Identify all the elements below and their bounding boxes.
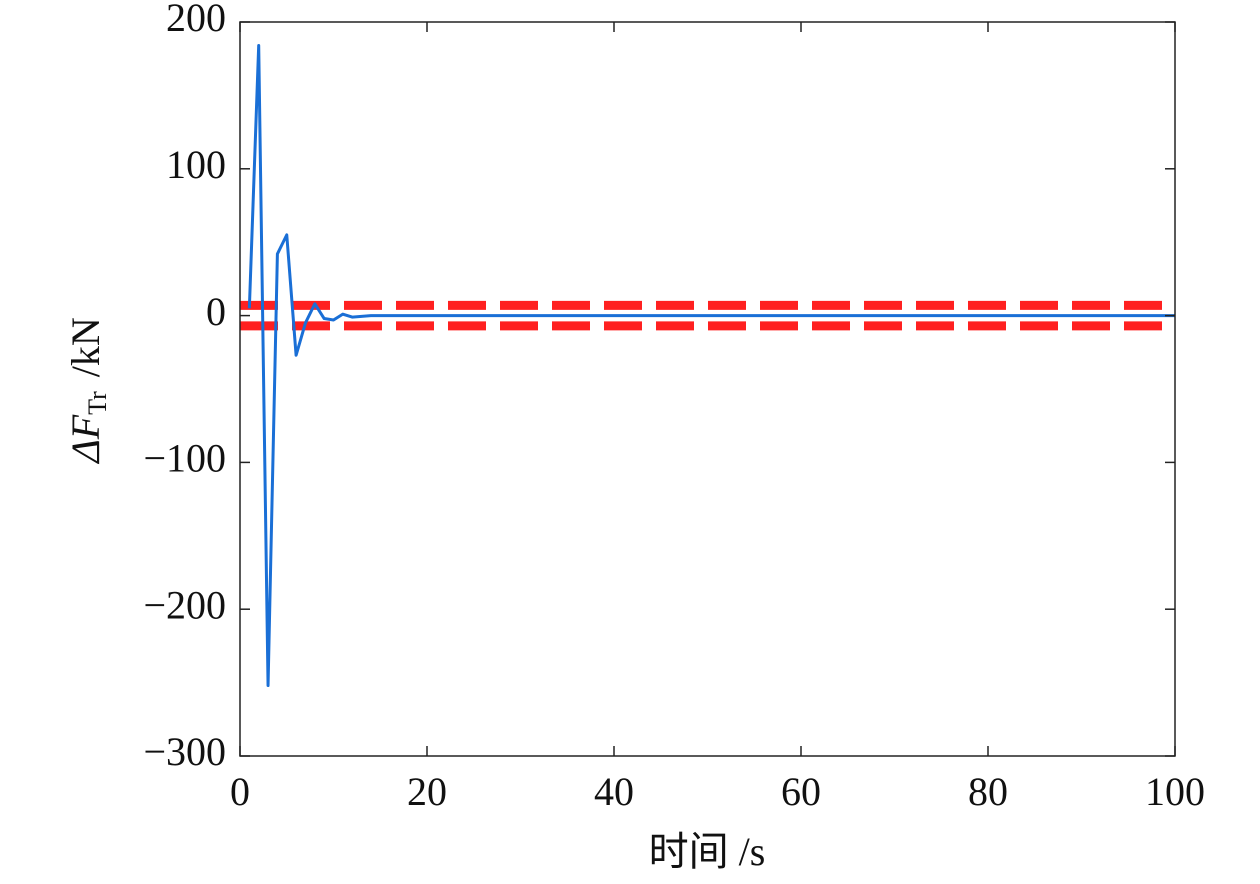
x-axis-label: 时间 /s [649,829,766,874]
y-tick-label: −300 [143,729,226,774]
y-label-main: ΔF [63,414,108,464]
y-axis-label: ΔFTr/kN [63,317,112,465]
plot-frame [239,21,1176,757]
x-tick-label: 20 [407,769,447,814]
y-tick-label: −200 [143,582,226,627]
x-tick-label: 80 [968,769,1008,814]
y-tick-label: 200 [166,0,226,40]
x-tick-label: 0 [230,769,250,814]
x-tick-label: 40 [594,769,634,814]
y-label-unit: /kN [63,317,108,377]
x-tick-label: 100 [1145,769,1205,814]
y-axis-label-text: ΔFTr/kN [63,317,112,465]
y-tick-label: 100 [166,142,226,187]
y-label-sub: Tr [83,391,112,415]
data-line [247,43,1175,688]
x-tick-label: 60 [781,769,821,814]
y-tick-label: 0 [206,289,226,334]
y-tick-label: −100 [143,436,226,481]
